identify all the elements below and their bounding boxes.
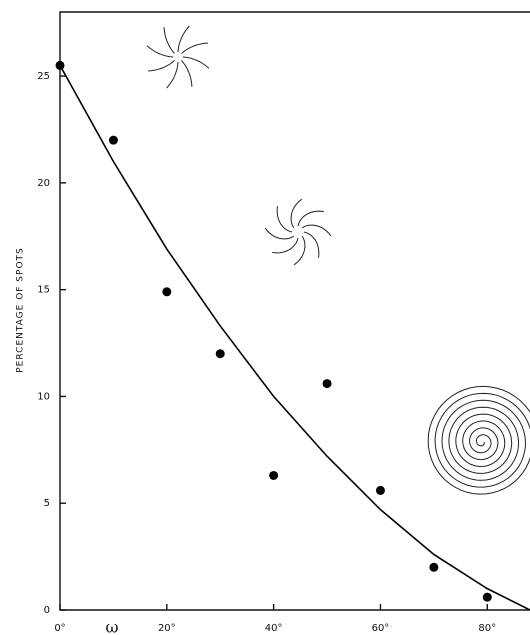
spiral-arm (272, 237, 299, 254)
x-axis-label: ω (105, 618, 118, 635)
y-tick-label: 15 (37, 285, 50, 296)
spiral-arm (148, 60, 175, 72)
y-axis-label: PERCENTAGE OF SPOTS (16, 247, 26, 373)
x-tick-label: 0° (54, 623, 65, 634)
spiral-arm (166, 61, 179, 89)
x-tick-label: 40° (265, 623, 283, 634)
spiral-arm (303, 231, 320, 258)
spiral-wound (427, 385, 530, 495)
data-point (162, 287, 172, 297)
x-tick-label: 80° (478, 623, 496, 634)
spiral-arm (293, 235, 306, 266)
y-tick-label: 10 (37, 391, 50, 402)
data-point (269, 470, 279, 480)
x-tick-label: 60° (372, 623, 390, 634)
spiral-arm (276, 206, 293, 233)
spiral-arm (146, 45, 174, 58)
spiral-icons (146, 25, 530, 495)
data-point (429, 562, 439, 572)
spiral-arm (177, 25, 190, 53)
spiral-arm (297, 210, 324, 227)
spiral-arm (181, 42, 208, 54)
y-tick-label: 0 (44, 605, 50, 616)
spiral-arm (264, 227, 295, 240)
y-tick-label: 20 (37, 178, 50, 189)
spiral-arm (182, 56, 210, 69)
data-point (108, 135, 118, 145)
y-tick-label: 5 (44, 498, 50, 509)
spiral-arm (301, 224, 332, 237)
plot-frame (59, 11, 530, 611)
spiral-arm (290, 198, 303, 229)
data-point (375, 485, 385, 495)
spiral-arm (181, 60, 193, 87)
fit-curve (59, 65, 530, 611)
data-point (215, 349, 225, 359)
spiral-arm (163, 27, 175, 54)
y-tick-label: 25 (37, 71, 50, 82)
x-tick-label: 20° (158, 623, 176, 634)
data-point (482, 592, 492, 602)
data-point (322, 379, 332, 389)
